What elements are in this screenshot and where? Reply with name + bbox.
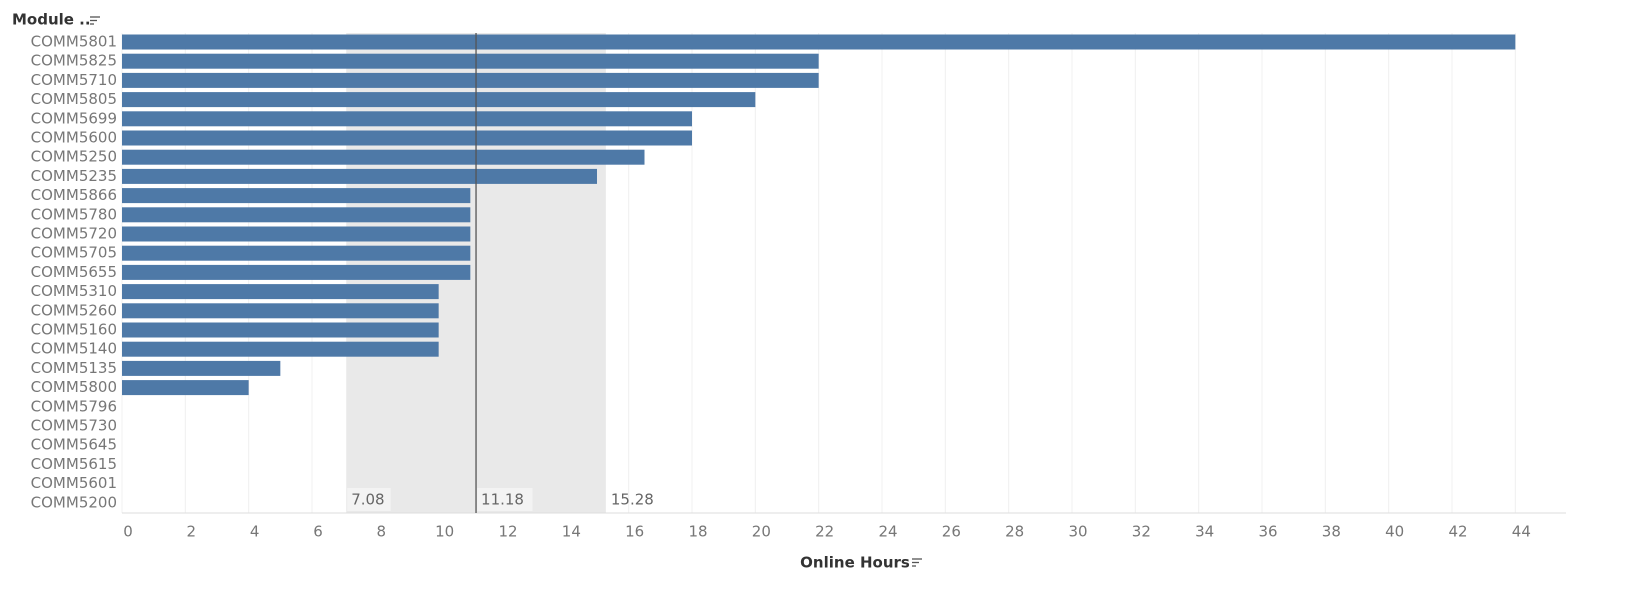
bar	[122, 72, 819, 88]
bar	[122, 264, 471, 280]
x-tick-label: 30	[1068, 523, 1087, 541]
y-tick-label: COMM5615	[31, 455, 117, 473]
x-tick-label: 6	[313, 523, 323, 541]
reference-label: 15.28	[611, 491, 654, 509]
x-tick-label: 24	[878, 523, 897, 541]
x-tick-label: 2	[187, 523, 197, 541]
bar	[122, 207, 471, 223]
y-tick-label: COMM5720	[31, 225, 117, 243]
y-tick-label: COMM5825	[31, 52, 117, 70]
x-tick-label: 0	[123, 523, 133, 541]
y-tick-label: COMM5730	[31, 417, 117, 435]
x-tick-label: 18	[688, 523, 707, 541]
sort-icon[interactable]	[90, 16, 100, 25]
reference-label: 11.18	[481, 491, 524, 509]
y-tick-label: COMM5235	[31, 167, 117, 185]
y-tick-label: COMM5805	[31, 90, 117, 108]
y-tick-label: COMM5655	[31, 263, 117, 281]
x-tick-label: 12	[498, 523, 517, 541]
x-tick-label: 44	[1512, 523, 1531, 541]
bar	[122, 53, 819, 69]
x-tick-label: 20	[752, 523, 771, 541]
bar	[122, 322, 439, 338]
y-tick-label: COMM5200	[31, 493, 117, 511]
x-tick-label: 36	[1258, 523, 1277, 541]
y-tick-label: COMM5310	[31, 282, 117, 300]
y-tick-label: COMM5601	[31, 474, 117, 492]
bar	[122, 149, 645, 165]
bar	[122, 188, 471, 204]
x-tick-label: 32	[1132, 523, 1151, 541]
bar	[122, 92, 756, 108]
x-tick-label: 28	[1005, 523, 1024, 541]
bar	[122, 303, 439, 319]
bar	[122, 341, 439, 357]
y-tick-label: COMM5699	[31, 109, 117, 127]
x-tick-label: 4	[250, 523, 260, 541]
bar	[122, 168, 597, 184]
x-tick-label: 16	[625, 523, 644, 541]
bar	[122, 284, 439, 300]
bar	[122, 380, 249, 396]
bar	[122, 245, 471, 261]
y-tick-label: COMM5705	[31, 244, 117, 262]
x-tick-label: 14	[562, 523, 581, 541]
y-tick-label: COMM5796	[31, 397, 117, 415]
y-tick-label: COMM5780	[31, 205, 117, 223]
y-tick-label: COMM5140	[31, 340, 117, 358]
bar	[122, 360, 281, 376]
y-tick-label: COMM5800	[31, 378, 117, 396]
x-tick-label: 38	[1322, 523, 1341, 541]
y-header[interactable]: Module ..	[12, 11, 91, 29]
x-tick-label: 40	[1385, 523, 1404, 541]
y-tick-label: COMM5866	[31, 186, 117, 204]
x-tick-label: 8	[377, 523, 387, 541]
y-tick-label: COMM5250	[31, 148, 117, 166]
y-tick-label: COMM5710	[31, 71, 117, 89]
x-tick-label: 26	[942, 523, 961, 541]
y-tick-label: COMM5600	[31, 129, 117, 147]
y-tick-label: COMM5645	[31, 436, 117, 454]
x-tick-label: 10	[435, 523, 454, 541]
y-tick-label: COMM5160	[31, 321, 117, 339]
reference-label: 7.08	[351, 491, 384, 509]
y-tick-label: COMM5135	[31, 359, 117, 377]
x-tick-label: 34	[1195, 523, 1214, 541]
bar	[122, 226, 471, 242]
x-axis-title[interactable]: Online Hours	[800, 554, 910, 572]
label-box	[477, 488, 533, 511]
x-tick-label: 22	[815, 523, 834, 541]
bar	[122, 130, 692, 146]
label-box	[347, 488, 391, 511]
sort-icon[interactable]	[912, 558, 922, 567]
bar	[122, 111, 692, 127]
y-tick-label: COMM5801	[31, 33, 117, 51]
y-tick-label: COMM5260	[31, 301, 117, 319]
x-tick-label: 42	[1448, 523, 1467, 541]
bar	[122, 34, 1516, 50]
